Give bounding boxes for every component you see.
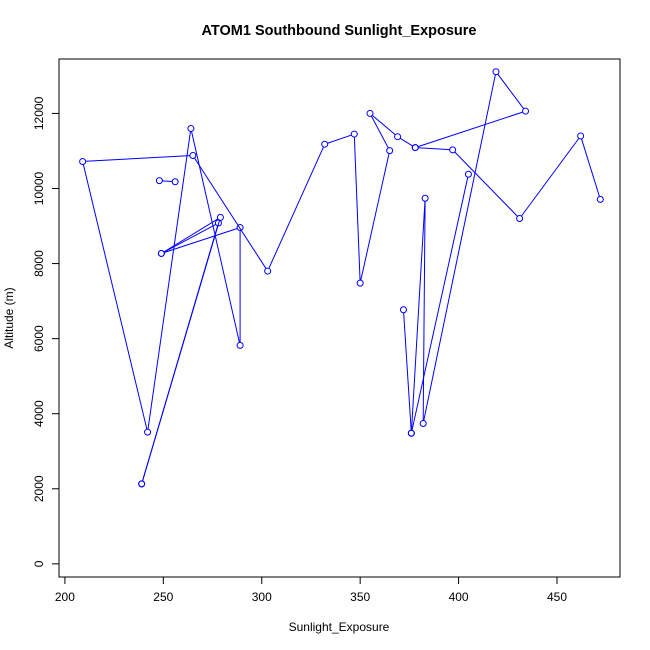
y-tick-label: 0 [32, 560, 46, 567]
series-layer [79, 68, 604, 488]
series-segment [268, 146, 324, 269]
series-segment [520, 138, 580, 217]
series-segment [454, 151, 518, 217]
data-point [138, 480, 146, 488]
x-tick-label: 250 [153, 590, 173, 604]
y-axis-label: Altitude (m) [2, 287, 16, 348]
series-segment [353, 137, 361, 281]
data-point [236, 224, 244, 232]
x-axis: 200 250 300 350 400 450 [55, 576, 567, 604]
x-tick-label: 450 [547, 590, 567, 604]
data-point [366, 109, 374, 117]
series-segment [163, 224, 217, 253]
data-point [189, 151, 197, 159]
series-segment [162, 180, 173, 183]
data-point [449, 146, 457, 154]
series-segment [82, 164, 148, 430]
series-segment [422, 201, 426, 421]
series-segment [370, 115, 389, 149]
chart-title: ATOM1 Southbound Sunlight_Exposure [202, 23, 477, 39]
data-point [216, 213, 224, 221]
plot-frame [58, 58, 621, 578]
data-point [187, 124, 195, 132]
series-segment [327, 134, 352, 144]
series-segment [371, 114, 396, 136]
data-point [516, 215, 524, 223]
series-segment [142, 220, 221, 482]
data-point [407, 429, 415, 437]
data-point [79, 157, 87, 165]
series-segment [418, 147, 450, 151]
series-segment [191, 131, 240, 343]
y-tick-label: 2000 [32, 475, 46, 502]
data-point [386, 147, 394, 155]
data-point [394, 133, 402, 141]
x-tick-label: 350 [350, 590, 370, 604]
data-point [264, 267, 272, 275]
data-point [144, 428, 152, 436]
data-point [419, 419, 427, 427]
data-point [492, 68, 500, 76]
series-segment [163, 218, 219, 253]
y-tick-label: 4000 [32, 400, 46, 427]
series-segment [399, 137, 413, 147]
y-tick-label: 10000 [32, 171, 46, 205]
y-tick-label: 12000 [32, 96, 46, 130]
x-tick-label: 300 [252, 590, 272, 604]
data-point [596, 195, 604, 203]
data-point [577, 132, 585, 140]
x-tick-label: 200 [55, 590, 75, 604]
data-point [464, 170, 472, 178]
data-point [399, 306, 407, 314]
data-point [321, 140, 329, 148]
series-segment [417, 111, 523, 148]
series-segment [581, 138, 600, 197]
data-point [356, 279, 364, 287]
series-segment [164, 228, 238, 253]
x-tick-label: 400 [449, 590, 469, 604]
series-segment [423, 74, 496, 421]
series-segment [497, 73, 525, 110]
series-segment [147, 131, 191, 430]
series-segment [411, 177, 469, 431]
data-point [522, 107, 530, 115]
y-axis: 0 2000 4000 6000 8000 10000 12000 [32, 96, 60, 567]
data-point [421, 194, 429, 202]
series-segment [85, 155, 190, 162]
series-segment [360, 153, 390, 281]
x-axis-label: Sunlight_Exposure [289, 620, 390, 634]
data-point [350, 130, 358, 138]
series-segment [194, 157, 267, 269]
y-tick-label: 6000 [32, 325, 46, 352]
data-point [236, 341, 244, 349]
y-tick-label: 8000 [32, 250, 46, 277]
data-point [157, 249, 165, 257]
data-point [171, 178, 179, 186]
series-segment [411, 201, 426, 431]
data-point [411, 144, 419, 152]
data-point [155, 177, 163, 185]
series-segment [403, 312, 412, 431]
